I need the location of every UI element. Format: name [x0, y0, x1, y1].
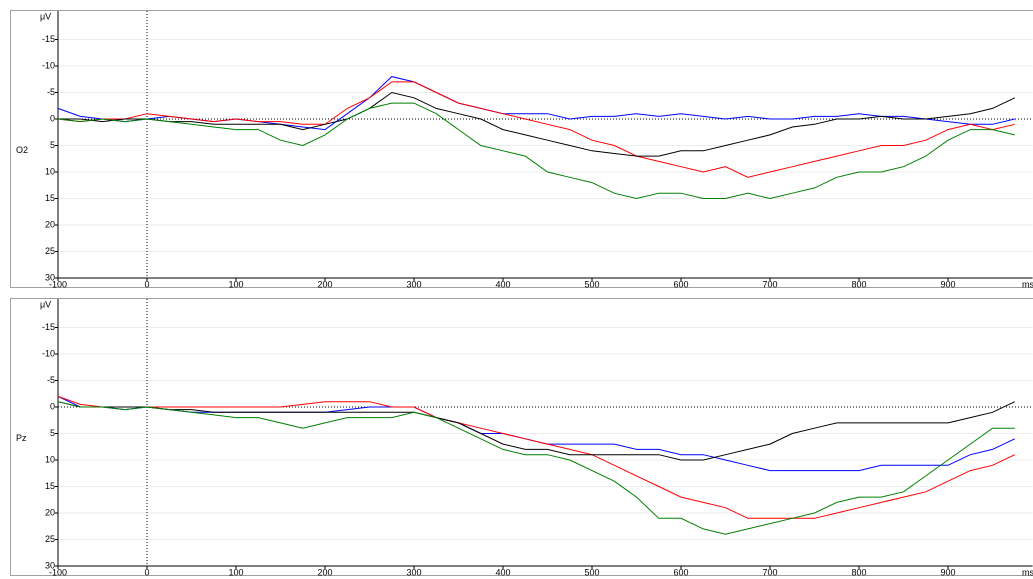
x-tick-label: 200 — [317, 279, 332, 289]
y-tick-label: 0 — [50, 113, 55, 123]
panel-frame — [10, 10, 1033, 288]
channel-label: Pz — [16, 433, 27, 443]
y-tick-label: 15 — [45, 193, 55, 203]
y-tick-label: -5 — [47, 87, 55, 97]
x-tick-label: 600 — [674, 279, 689, 289]
x-tick-label: 400 — [496, 279, 511, 289]
y-tick-label: 20 — [45, 507, 55, 517]
x-tick-label: 400 — [496, 567, 511, 577]
y-tick-label: 30 — [45, 272, 55, 282]
x-tick-label: 300 — [407, 279, 422, 289]
x-tick-label: 0 — [144, 279, 149, 289]
erp-line — [58, 91, 1016, 157]
y-tick-label: -15 — [42, 34, 55, 44]
x-tick-label: 800 — [852, 567, 867, 577]
x-tick-label: 900 — [941, 279, 956, 289]
x-tick-label: 700 — [763, 567, 778, 577]
y-tick-label: -10 — [42, 60, 55, 70]
y-tick-label: 0 — [50, 401, 55, 411]
y-tick-label: 5 — [50, 140, 55, 150]
erp-line — [57, 102, 1015, 200]
y-tick-label: 25 — [45, 534, 55, 544]
erp-line — [57, 81, 1015, 178]
x-tick-label: 0 — [144, 567, 149, 577]
x-tick-label: 200 — [317, 567, 332, 577]
x-tick-label: 300 — [407, 567, 422, 577]
x-tick-label: -100 — [49, 567, 67, 577]
x-tick-label: 500 — [585, 567, 600, 577]
y-tick-label: 15 — [45, 481, 55, 491]
y-unit: μV — [40, 299, 51, 309]
y-tick-label: 20 — [45, 219, 55, 229]
x-tick-label: 100 — [228, 279, 243, 289]
panel-frame — [10, 298, 1033, 576]
y-tick-label: 5 — [50, 428, 55, 438]
erp-line — [57, 395, 1016, 519]
erp-line — [57, 401, 1016, 461]
x-unit: ms — [1022, 279, 1033, 289]
erp-line — [57, 401, 1015, 535]
y-tick-label: -10 — [42, 348, 55, 358]
x-tick-label: 100 — [228, 567, 243, 577]
y-tick-label: -5 — [47, 375, 55, 385]
x-tick-label: 600 — [674, 567, 689, 577]
x-tick-label: -100 — [49, 279, 67, 289]
y-tick-label: 10 — [45, 166, 55, 176]
y-tick-label: -15 — [42, 322, 55, 332]
y-tick-label: 30 — [45, 560, 55, 570]
x-unit: ms — [1022, 567, 1033, 577]
y-unit: μV — [40, 11, 51, 21]
x-tick-label: 900 — [941, 567, 956, 577]
y-tick-label: 10 — [45, 454, 55, 464]
x-tick-label: 800 — [852, 279, 867, 289]
x-tick-label: 700 — [763, 279, 778, 289]
channel-label: O2 — [16, 145, 28, 155]
x-tick-label: 500 — [585, 279, 600, 289]
y-tick-label: 25 — [45, 246, 55, 256]
